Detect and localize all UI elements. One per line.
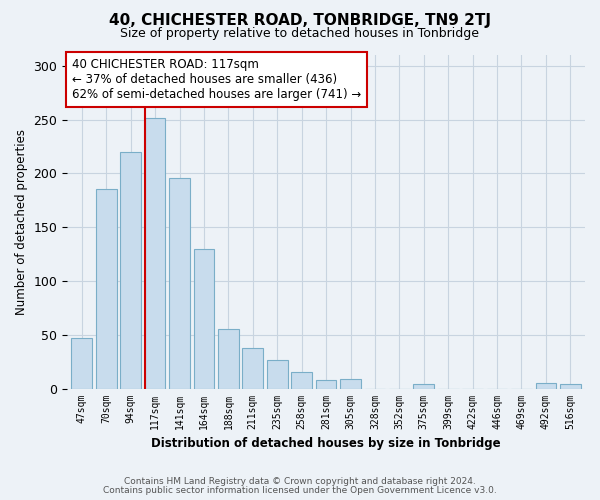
Bar — [316, 380, 337, 388]
X-axis label: Distribution of detached houses by size in Tonbridge: Distribution of detached houses by size … — [151, 437, 501, 450]
Bar — [145, 118, 166, 388]
Text: Contains public sector information licensed under the Open Government Licence v3: Contains public sector information licen… — [103, 486, 497, 495]
Bar — [291, 372, 312, 388]
Bar — [413, 384, 434, 388]
Bar — [242, 348, 263, 389]
Bar — [536, 383, 556, 388]
Text: Contains HM Land Registry data © Crown copyright and database right 2024.: Contains HM Land Registry data © Crown c… — [124, 477, 476, 486]
Bar — [218, 330, 239, 388]
Bar — [194, 248, 214, 388]
Bar — [340, 379, 361, 388]
Bar — [560, 384, 581, 388]
Text: 40 CHICHESTER ROAD: 117sqm
← 37% of detached houses are smaller (436)
62% of sem: 40 CHICHESTER ROAD: 117sqm ← 37% of deta… — [73, 58, 362, 102]
Bar — [96, 190, 116, 388]
Bar — [169, 178, 190, 388]
Text: 40, CHICHESTER ROAD, TONBRIDGE, TN9 2TJ: 40, CHICHESTER ROAD, TONBRIDGE, TN9 2TJ — [109, 12, 491, 28]
Bar — [120, 152, 141, 388]
Bar — [267, 360, 287, 388]
Bar — [71, 338, 92, 388]
Text: Size of property relative to detached houses in Tonbridge: Size of property relative to detached ho… — [121, 28, 479, 40]
Y-axis label: Number of detached properties: Number of detached properties — [15, 129, 28, 315]
